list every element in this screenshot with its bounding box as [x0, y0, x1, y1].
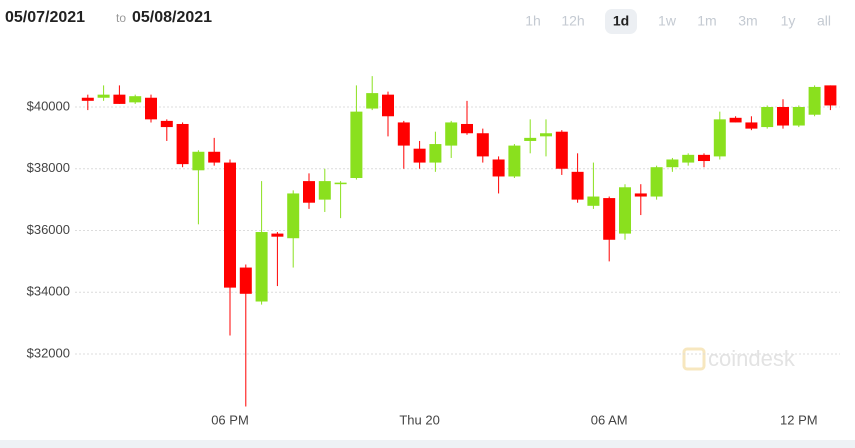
candle-body: [382, 94, 394, 117]
x-tick-label: 06 AM: [591, 412, 628, 427]
candle-body: [445, 122, 458, 146]
candle-body: [698, 154, 710, 162]
date-connector: to: [116, 11, 126, 25]
x-tick-label: 06 PM: [211, 412, 249, 427]
watermark-text: coindesk: [708, 346, 796, 371]
y-tick-label: $38000: [27, 160, 70, 175]
candle-body: [650, 167, 663, 197]
candle-body: [792, 107, 805, 126]
y-tick-label: $32000: [27, 345, 70, 360]
candle-body: [555, 131, 568, 169]
candle-body: [729, 117, 742, 123]
candle-body: [745, 122, 758, 129]
x-tick-label: Thu 20: [399, 412, 439, 427]
candle-body: [587, 196, 600, 206]
candle-body: [571, 171, 584, 200]
watermark-logo: [682, 347, 706, 371]
range-button-bg[interactable]: [605, 9, 637, 34]
watermark: coindesk: [682, 346, 796, 371]
candle-body: [461, 123, 473, 134]
candle-body: [619, 187, 631, 234]
candle-body: [303, 181, 315, 203]
candle-body: [524, 137, 537, 141]
candle-body: [224, 162, 236, 288]
range-button[interactable]: 1m: [697, 13, 716, 29]
range-button[interactable]: all: [817, 13, 831, 29]
candle-body: [318, 181, 331, 200]
footer-strip: [0, 440, 855, 448]
y-tick-label: $36000: [27, 222, 70, 237]
candle-body: [366, 93, 379, 109]
candle-body: [350, 111, 363, 179]
range-button[interactable]: 12h: [561, 13, 584, 29]
candle-body: [508, 145, 521, 177]
candle-body: [129, 96, 142, 103]
candle-body: [97, 94, 110, 98]
date-from: 05/07/2021: [5, 9, 85, 26]
candle-body: [271, 233, 284, 237]
candle-body: [603, 198, 616, 240]
candle-body: [113, 94, 126, 104]
candle-body: [413, 148, 426, 163]
candle-body: [208, 151, 221, 163]
candle-body: [492, 159, 505, 177]
candle-body: [176, 123, 189, 165]
candle-body: [808, 86, 821, 115]
candle-body: [81, 97, 94, 101]
candle-body: [666, 159, 679, 168]
candle-body: [634, 193, 647, 197]
date-to: 05/08/2021: [132, 9, 212, 26]
y-tick-label: $34000: [27, 284, 70, 299]
range-button[interactable]: 1d: [613, 13, 629, 29]
range-button[interactable]: 3m: [738, 13, 757, 29]
range-button[interactable]: 1w: [658, 13, 677, 29]
range-button[interactable]: 1y: [781, 13, 796, 29]
candle-body: [429, 144, 442, 163]
candle-body: [334, 182, 347, 185]
candle-body: [682, 154, 695, 163]
range-button[interactable]: 1h: [525, 13, 541, 29]
candle-body: [145, 97, 157, 120]
candle-body: [476, 133, 489, 157]
candle-body: [777, 107, 789, 126]
candle-body: [255, 232, 268, 302]
x-tick-label: 12 PM: [780, 412, 818, 427]
candle-body: [824, 85, 837, 106]
candle-body: [287, 193, 300, 239]
candle-body: [192, 151, 205, 171]
y-tick-label: $40000: [27, 98, 70, 113]
candle-body: [397, 122, 410, 146]
candle-body: [540, 133, 552, 137]
candle-body: [713, 119, 726, 157]
candle-body: [761, 107, 774, 128]
candle-body: [160, 120, 173, 128]
candle-body: [239, 267, 252, 294]
